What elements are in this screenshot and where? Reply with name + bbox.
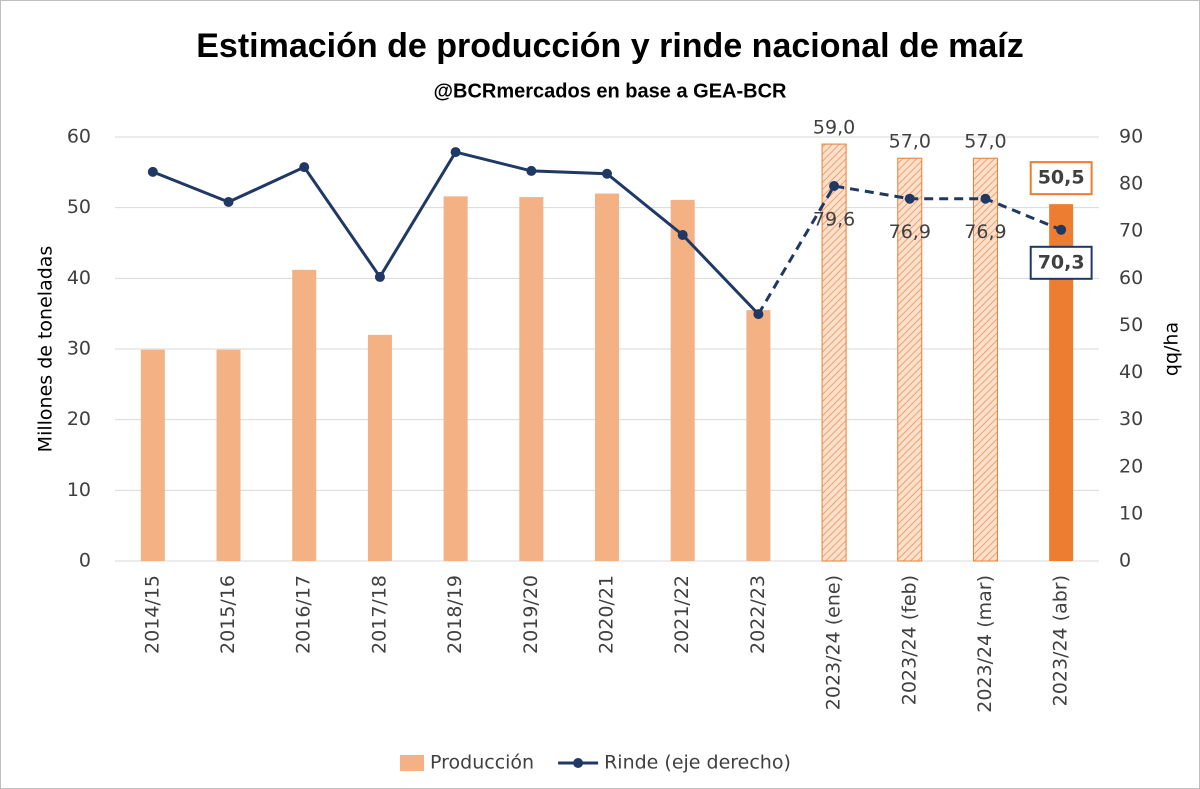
data-label: 76,9	[889, 221, 931, 243]
bar	[519, 197, 544, 562]
x-tick-label: 2017/18	[368, 575, 390, 654]
x-tick-label: 2023/24 (feb)	[898, 575, 920, 705]
data-label: 76,9	[964, 221, 1006, 243]
x-tick-label: 2016/17	[293, 575, 315, 654]
legend-swatch	[400, 755, 424, 771]
x-tick-label: 2020/21	[596, 575, 618, 654]
x-tick-label: 2015/16	[217, 575, 239, 654]
y-tick-label: 60	[67, 126, 91, 148]
y-tick-label: 0	[79, 550, 91, 572]
bar	[746, 310, 771, 561]
y2-tick-label: 10	[1119, 502, 1143, 524]
line-marker	[904, 193, 915, 204]
y-tick-label: 50	[67, 196, 91, 218]
y2-tick-label: 20	[1119, 455, 1143, 477]
bar	[670, 199, 695, 562]
legend-swatch	[573, 758, 584, 768]
data-label: 70,3	[1038, 251, 1085, 273]
bar	[140, 349, 165, 561]
y-axis-label: Millones de toneladas	[35, 246, 57, 453]
label-box	[1029, 161, 1093, 196]
y2-tick-label: 70	[1119, 220, 1143, 242]
line-marker	[223, 197, 234, 208]
legend-label: Producción	[430, 752, 534, 774]
y-tick-label: 30	[67, 338, 91, 360]
bar	[897, 157, 923, 562]
data-label: 59,0	[813, 117, 855, 139]
bar	[216, 349, 241, 561]
x-tick-label: 2022/23	[747, 575, 769, 654]
bar	[367, 334, 392, 561]
line-marker	[1056, 224, 1067, 235]
chart-subtitle: @BCRmercados en base a GEA-BCR	[434, 80, 787, 102]
bar	[595, 193, 619, 562]
x-tick-label: 2023/24 (abr)	[1050, 575, 1072, 706]
bar	[821, 143, 847, 562]
data-label: 50,5	[1038, 167, 1085, 189]
y2-tick-label: 40	[1119, 361, 1143, 383]
x-tick-label: 2023/24 (mar)	[974, 575, 996, 713]
line-marker	[526, 165, 537, 176]
label-box	[1029, 245, 1093, 280]
x-tick-label: 2018/19	[444, 575, 466, 654]
line-marker	[602, 168, 612, 179]
y2-tick-label: 50	[1119, 314, 1143, 336]
bar	[443, 196, 468, 562]
line-marker	[299, 162, 310, 173]
data-label: 57,0	[889, 131, 931, 153]
y2-tick-label: 30	[1119, 408, 1143, 430]
y2-tick-label: 80	[1119, 173, 1143, 195]
chart-title: Estimación de producción y rinde naciona…	[196, 27, 1024, 65]
line-marker	[450, 147, 461, 158]
line-marker	[980, 193, 991, 204]
y-tick-label: 20	[67, 408, 91, 430]
y-tick-label: 10	[67, 479, 91, 501]
y2-axis-label: qq/ha	[1161, 322, 1183, 376]
bar	[292, 269, 317, 561]
y2-tick-label: 90	[1119, 126, 1143, 148]
y-tick-label: 40	[67, 267, 91, 289]
legend-label: Rinde (eje derecho)	[604, 752, 791, 774]
line-marker	[753, 309, 764, 320]
line-marker	[829, 180, 840, 191]
y2-tick-label: 0	[1119, 550, 1131, 572]
line-marker	[374, 271, 385, 282]
x-tick-label: 2023/24 (ene)	[823, 575, 845, 710]
x-tick-label: 2014/15	[141, 575, 163, 654]
x-tick-label: 2021/22	[671, 575, 693, 654]
x-tick-label: 2019/20	[520, 575, 542, 654]
data-label: 57,0	[964, 131, 1006, 153]
y2-tick-label: 60	[1119, 267, 1143, 289]
line-marker	[147, 166, 158, 177]
bar	[972, 157, 998, 562]
line-marker	[677, 229, 688, 240]
data-label: 79,6	[813, 208, 855, 230]
